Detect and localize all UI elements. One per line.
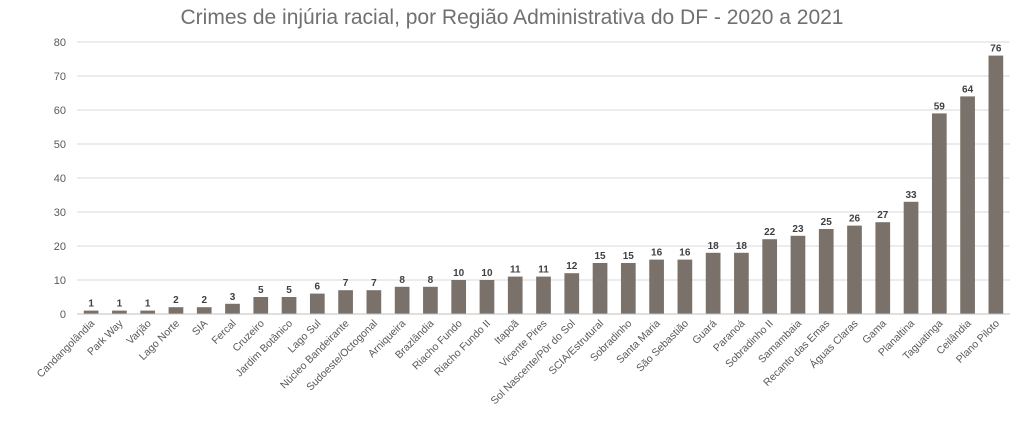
bar (705, 252, 721, 314)
data-label: 1 (117, 299, 123, 310)
x-tick-label: Águas Claras (807, 317, 861, 371)
data-label: 16 (651, 248, 663, 259)
data-label: 27 (877, 210, 889, 221)
bar (677, 259, 693, 314)
y-tick-label: 10 (54, 275, 66, 287)
data-label: 12 (566, 261, 578, 272)
bars (83, 55, 1004, 315)
bar (479, 280, 495, 314)
y-tick-label: 60 (54, 105, 66, 117)
data-label: 7 (371, 278, 377, 289)
data-label: 64 (962, 84, 974, 95)
data-label: 2 (173, 295, 179, 306)
data-label: 6 (315, 282, 321, 293)
data-label: 22 (764, 227, 776, 238)
bar (818, 229, 834, 314)
bar (394, 286, 410, 314)
bar (338, 290, 353, 314)
bar (592, 263, 608, 314)
bar (281, 297, 297, 314)
bar (507, 276, 523, 314)
data-label: 10 (453, 268, 465, 279)
bar (451, 280, 467, 314)
y-tick-label: 0 (60, 309, 66, 321)
data-label: 76 (990, 44, 1002, 55)
data-label: 8 (428, 275, 434, 286)
bar (620, 263, 636, 314)
data-label: 7 (343, 278, 349, 289)
data-label: 1 (145, 299, 151, 310)
y-tick-label: 50 (54, 139, 66, 151)
x-tick-label: SIA (190, 318, 210, 338)
bar (762, 239, 778, 314)
bar (366, 290, 382, 314)
y-tick-label: 40 (54, 173, 66, 185)
data-label: 25 (821, 217, 833, 228)
data-label: 15 (623, 251, 635, 262)
y-tick-label: 30 (54, 207, 66, 219)
bar (225, 303, 240, 314)
data-label: 11 (510, 265, 521, 276)
data-label: 11 (538, 265, 549, 276)
y-tick-label: 20 (54, 241, 66, 253)
y-tick-label: 70 (54, 71, 66, 83)
data-label: 5 (258, 285, 264, 296)
data-label: 23 (792, 224, 804, 235)
bar (790, 235, 806, 314)
data-label: 16 (679, 248, 691, 259)
data-label: 15 (594, 251, 606, 262)
data-label: 5 (286, 285, 292, 296)
bar (734, 252, 749, 314)
bar (649, 259, 664, 314)
bar (309, 293, 325, 314)
bar (960, 96, 975, 315)
bar (875, 222, 891, 314)
data-label: 18 (708, 241, 720, 252)
data-label: 26 (849, 214, 861, 225)
data-label: 8 (399, 275, 405, 286)
bar (253, 297, 269, 314)
chart-title: Crimes de injúria racial, por Região Adm… (181, 6, 844, 29)
data-label: 3 (230, 292, 236, 303)
data-label: 59 (934, 101, 946, 112)
bar (168, 307, 184, 314)
gridlines (77, 41, 1010, 281)
bar (903, 201, 919, 314)
bar (112, 310, 127, 314)
data-label: 18 (736, 241, 748, 252)
y-axis-ticks: 0 10 20 30 40 50 60 70 80 (54, 37, 66, 321)
bar (423, 286, 438, 314)
data-label: 33 (905, 190, 917, 201)
y-tick-label: 80 (54, 37, 66, 49)
bar (988, 55, 1004, 314)
bar (847, 225, 862, 314)
bar (931, 113, 947, 315)
data-label: 2 (201, 295, 207, 306)
bar (536, 276, 551, 314)
bar (564, 273, 580, 314)
bar (83, 310, 99, 314)
data-label: 1 (88, 299, 94, 310)
bar (196, 307, 212, 314)
data-label: 10 (481, 268, 493, 279)
bar (140, 310, 156, 314)
